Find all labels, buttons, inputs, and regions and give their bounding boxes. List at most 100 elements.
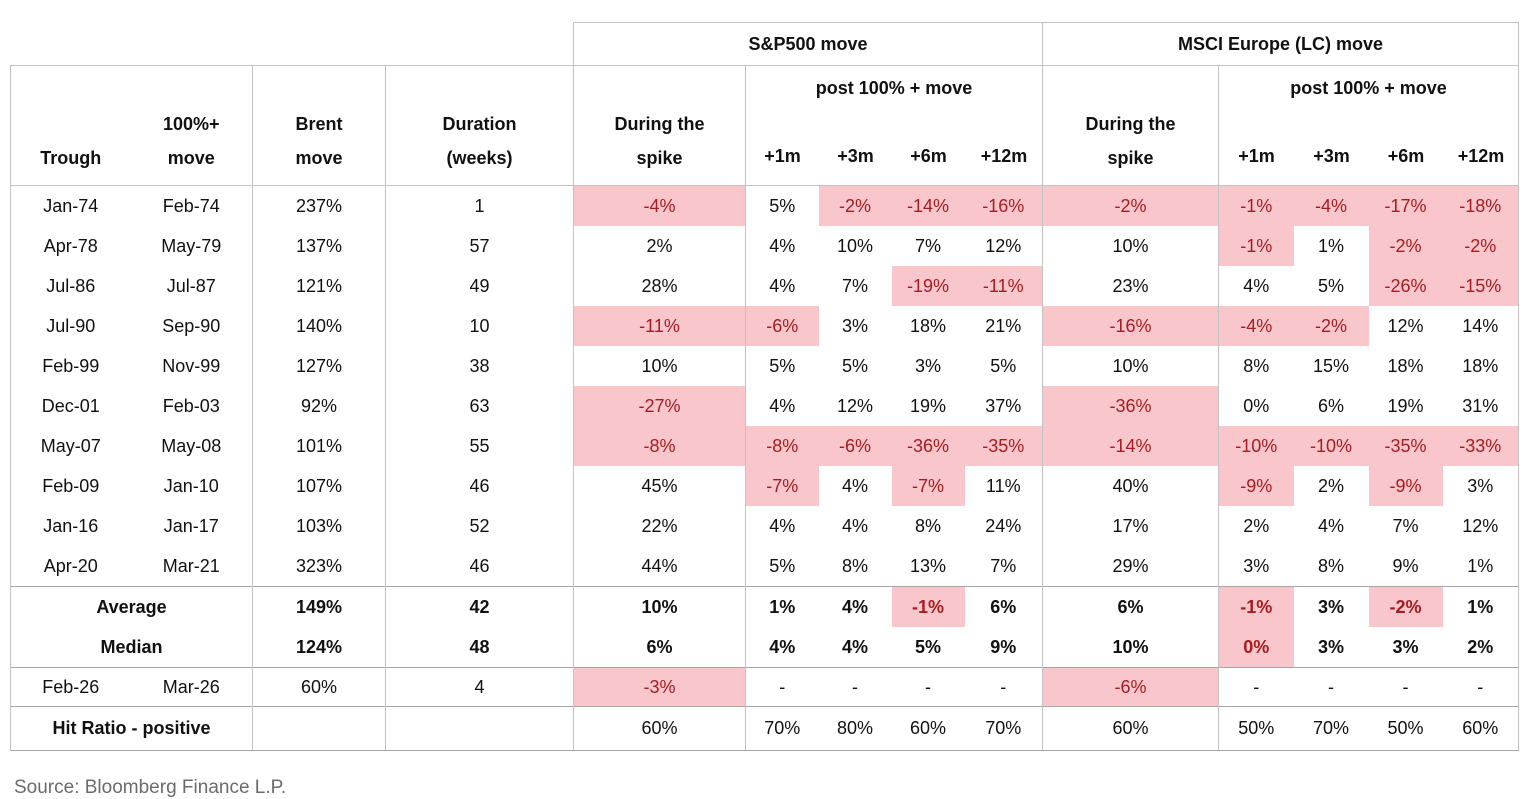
table-cell: 5%	[769, 195, 796, 216]
table-cell: 70%	[745, 706, 819, 751]
horizon-label: +1m	[764, 146, 801, 166]
table-cell: 38	[385, 346, 574, 386]
horizon-label: +3m	[837, 146, 874, 166]
table-cell: 5%	[914, 636, 941, 657]
table-cell: 3%	[1293, 586, 1369, 627]
col-header-label: spike	[636, 148, 683, 169]
table-cell: 4%	[769, 636, 796, 657]
table-cell: -	[891, 667, 965, 707]
table-cell: Feb-99	[10, 346, 131, 386]
table-cell: 7%	[1392, 515, 1419, 536]
table-cell: 80%	[818, 706, 892, 751]
col-header-label: Brent	[295, 113, 343, 134]
table-cell: -4%	[573, 185, 746, 226]
summary-rows: Average 149% 42 10% 1% 4% -1% 6% 6% -1% 3% -2% 1% Med…	[10, 586, 1519, 668]
table-cell: 1%	[745, 586, 819, 627]
table-cell: 8%	[1243, 355, 1270, 376]
table-cell: -11%	[964, 266, 1043, 306]
table-cell: 4%	[769, 235, 796, 256]
table-cell: 10%	[1042, 627, 1219, 668]
table-cell: 3%	[1392, 636, 1419, 657]
table-cell: 1%	[1442, 546, 1519, 587]
table-cell: 12%	[836, 395, 874, 416]
column-header-row: Trough 100%+ move Brent move Duration (w…	[10, 65, 1519, 186]
table-cell: -26%	[1368, 266, 1443, 306]
horizon-label: +6m	[1387, 146, 1425, 166]
source-note: Source: Bloomberg Finance L.P.	[14, 777, 287, 798]
table-cell: -7%	[891, 466, 965, 506]
table-cell: Average	[10, 586, 253, 627]
table-cell: 149%	[252, 586, 386, 627]
table-cell: 50%	[1218, 706, 1294, 751]
col-header-label: 100%+	[162, 113, 220, 134]
table-cell: 4%	[1243, 275, 1270, 296]
table-cell: 137%	[252, 226, 386, 266]
table-cell: 24%	[964, 506, 1043, 546]
table-cell: 60%	[252, 667, 386, 707]
table-cell: -8%	[573, 426, 746, 466]
table-cell: 70%	[1293, 706, 1369, 751]
table-cell: -36%	[891, 426, 965, 466]
table-cell: -2%	[1368, 586, 1443, 627]
table-cell: Jan-10	[130, 466, 253, 506]
table-cell: 2%	[1317, 475, 1344, 496]
table-cell: 19%	[1387, 395, 1424, 416]
table-cell: 4%	[769, 275, 796, 296]
table-cell: 7%	[914, 235, 941, 256]
horizon-label: +6m	[910, 146, 947, 166]
table-cell: Dec-01	[10, 386, 131, 426]
table-cell: -	[745, 667, 819, 707]
horizon-labels-sp500: +1m +3m +6m +12m	[746, 146, 1042, 167]
post-move-label: post 100% + move	[1290, 78, 1447, 98]
col-header-label: (weeks)	[446, 148, 513, 169]
table-cell: 10%	[573, 346, 746, 386]
hit-ratio-row: Hit Ratio - positive 60% 70% 80% 60% 70% 60% 50…	[10, 706, 1519, 751]
table-cell: 4	[385, 667, 574, 707]
table-cell: Apr-20	[10, 546, 131, 587]
table-cell: -	[818, 667, 892, 707]
table-cell: 10%	[836, 235, 874, 256]
table-cell: 2%	[1442, 627, 1519, 668]
summary-row: Average 149% 42 10% 1% 4% -1% 6% 6% -1% 3% -2% 1%	[10, 586, 1519, 627]
table-cell: Hit Ratio - positive	[10, 706, 253, 751]
table-cell: Feb-03	[130, 386, 253, 426]
table-cell: Mar-26	[130, 667, 253, 707]
table-cell: 124%	[252, 627, 386, 668]
table-cell: 70%	[964, 706, 1043, 751]
table-cell: -10%	[1218, 426, 1294, 466]
table-cell: 8%	[841, 555, 868, 576]
table-cell: 4%	[769, 515, 796, 536]
table-cell	[252, 706, 386, 751]
table-cell: 127%	[252, 346, 386, 386]
table-cell: Jul-86	[10, 266, 131, 306]
hit-ratio-row: Hit Ratio - positive 60% 70% 80% 60% 70% 60% 50…	[10, 706, 1519, 751]
table-cell: 44%	[573, 546, 746, 587]
table-cell: 237%	[252, 185, 386, 226]
table-cell: 60%	[1442, 706, 1519, 751]
table-cell: Sep-90	[130, 306, 253, 346]
table-cell: 4%	[769, 395, 796, 416]
table-cell: -	[1368, 667, 1443, 707]
table-cell: 103%	[252, 506, 386, 546]
table-cell: 6%	[1317, 395, 1344, 416]
table-cell: 60%	[1042, 706, 1219, 751]
table-cell: 42	[385, 586, 574, 627]
col-header-post-move-msci: post 100% + move +1m +3m +6m +12m	[1218, 65, 1519, 186]
table-cell: Jan-17	[130, 506, 253, 546]
table-cell: 10%	[573, 586, 746, 627]
table-cell: 45%	[573, 466, 746, 506]
col-header-label: Trough	[40, 148, 102, 169]
table-cell: -6%	[818, 426, 892, 466]
table-cell: 9%	[964, 627, 1043, 668]
table-cell: 8%	[914, 515, 941, 536]
table-cell: -36%	[1042, 386, 1219, 426]
table-cell: 57	[385, 226, 574, 266]
table-cell: 46	[385, 546, 574, 587]
table-cell: -9%	[1368, 466, 1443, 506]
col-header-label: move	[295, 148, 343, 169]
table-row: Apr-78 May-79 137% 57 2% 4% 10% 7% 12% 10% -1% 1% -2…	[10, 226, 1519, 266]
table-cell: -33%	[1442, 426, 1519, 466]
table-row: Feb-26 Mar-26 60% 4 -3% - - - - -6% - - - -	[10, 667, 1519, 707]
table-cell: 101%	[252, 426, 386, 466]
